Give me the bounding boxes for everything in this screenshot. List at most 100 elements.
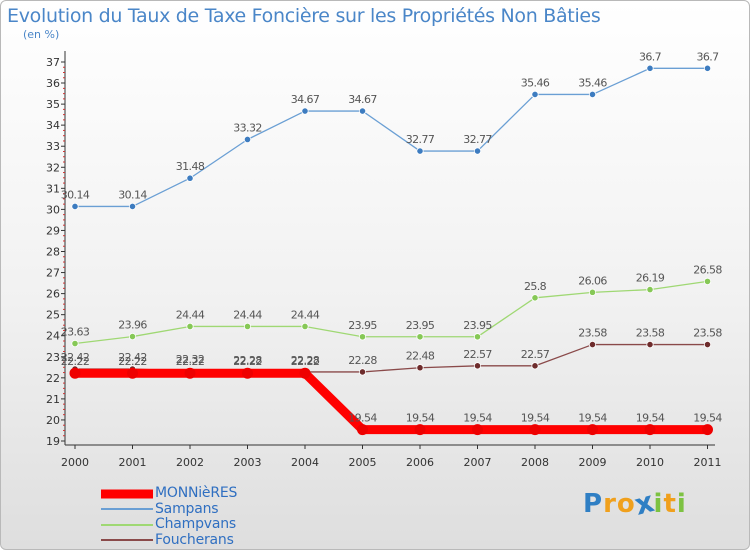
x-tick-label: 2008 (521, 456, 549, 469)
data-point-champvans (186, 322, 194, 331)
data-point-monni-res (587, 424, 598, 436)
data-point-champvans (243, 322, 252, 331)
data-label-champvans: 23.95 (406, 319, 435, 332)
y-tick-label: 29 (46, 224, 60, 237)
data-label-monni-res: 22.22 (61, 355, 90, 368)
data-label-sampans: 30.14 (61, 188, 90, 201)
x-tick-label: 2005 (349, 456, 377, 469)
unit-label: (en %) (23, 28, 60, 41)
data-label-champvans: 26.58 (693, 263, 722, 276)
proxiti-logo: Proxiti (583, 486, 687, 523)
data-point-champvans (531, 294, 539, 302)
data-point-champvans (588, 288, 597, 296)
data-point-champvans (416, 333, 424, 341)
data-point-monni-res (472, 424, 483, 436)
data-label-champvans: 24.44 (291, 308, 320, 321)
y-tick-label: 22 (46, 372, 60, 385)
y-tick-label: 27 (46, 267, 60, 280)
data-point-monni-res (644, 424, 656, 436)
data-point-champvans (358, 333, 367, 341)
data-point-monni-res (69, 367, 81, 379)
series-line-sampans (74, 67, 709, 208)
data-label-monni-res: 19.54 (348, 412, 377, 425)
data-label-champvans: 23.95 (348, 319, 377, 332)
legend-swatch (101, 508, 153, 511)
x-tick-label: 2001 (119, 456, 147, 469)
data-label-champvans: 25.8 (524, 280, 547, 293)
data-point-foucherans (531, 362, 539, 370)
y-tick-label: 20 (46, 414, 60, 427)
data-point-champvans (646, 286, 654, 294)
logo-letter: o (616, 489, 636, 519)
data-label-champvans: 24.44 (176, 308, 205, 321)
data-label-foucherans: 22.42 (61, 351, 90, 364)
data-label-champvans: 26.06 (578, 274, 607, 287)
data-point-champvans (703, 277, 712, 285)
logo-letter: i (676, 489, 687, 519)
legend-label: Champvans (155, 516, 236, 532)
data-point-foucherans (473, 362, 482, 370)
legend-label: MONNièRES (155, 485, 238, 501)
data-label-sampans: 30.14 (118, 188, 147, 201)
chart-title: Evolution du Taux de Taxe Foncière sur l… (7, 5, 601, 27)
data-label-sampans: 33.32 (233, 121, 262, 134)
data-label-monni-res: 19.54 (406, 412, 435, 425)
y-tick-label: 30 (46, 203, 60, 216)
data-point-monni-res (414, 424, 426, 436)
data-point-foucherans (416, 364, 424, 372)
logo-letter: i (653, 489, 664, 519)
data-label-sampans: 36.7 (696, 50, 719, 63)
data-label-foucherans: 22.57 (521, 348, 550, 361)
data-label-monni-res: 22.22 (118, 355, 147, 368)
legend-swatch (101, 523, 153, 526)
y-tick-label: 19 (46, 435, 60, 448)
data-label-sampans: 34.67 (348, 93, 377, 106)
data-point-sampans (186, 174, 194, 182)
data-label-sampans: 32.77 (406, 133, 435, 146)
data-point-sampans (416, 147, 424, 155)
data-point-monni-res (529, 424, 541, 436)
x-tick-label: 2006 (406, 456, 434, 469)
y-tick-label: 35 (46, 98, 60, 111)
data-point-sampans (473, 147, 482, 155)
y-tick-label: 32 (46, 161, 60, 174)
logo-letter: r (603, 489, 617, 519)
legend-label: Sampans (155, 500, 219, 517)
logo-letter: t (663, 489, 677, 519)
y-tick-label: 25 (46, 309, 60, 322)
data-point-sampans (646, 64, 654, 72)
x-tick-label: 2007 (464, 456, 492, 469)
data-label-monni-res: 19.54 (693, 412, 722, 425)
data-label-sampans: 35.46 (578, 76, 607, 89)
data-point-foucherans (358, 368, 367, 376)
data-label-sampans: 36.7 (639, 50, 662, 63)
data-label-monni-res: 19.54 (578, 412, 607, 425)
x-tick-label: 2010 (636, 456, 664, 469)
y-tick-label: 36 (46, 77, 60, 90)
data-label-foucherans: 23.58 (636, 327, 665, 340)
data-label-monni-res: 22.22 (233, 355, 262, 368)
data-point-foucherans (588, 340, 597, 349)
data-label-monni-res: 19.54 (463, 412, 492, 425)
data-label-foucherans: 22.48 (406, 350, 435, 363)
data-label-champvans: 26.19 (636, 272, 665, 285)
logo-letter: P (583, 489, 604, 519)
data-label-monni-res: 22.22 (291, 355, 320, 368)
data-label-foucherans: 22.28 (348, 354, 377, 367)
x-tick-label: 2002 (176, 456, 204, 469)
legend-swatch (101, 489, 153, 499)
data-label-champvans: 23.96 (118, 319, 147, 332)
y-tick-label: 21 (46, 393, 60, 406)
data-point-sampans (243, 135, 252, 144)
data-point-champvans (128, 332, 137, 341)
data-label-foucherans: 23.58 (693, 327, 722, 340)
data-point-monni-res (702, 424, 713, 436)
y-tick-label: 26 (46, 288, 60, 301)
data-point-monni-res (357, 424, 368, 436)
legend-label: Foucherans (155, 531, 234, 548)
data-point-sampans (71, 202, 79, 211)
x-tick-label: 2004 (291, 456, 319, 469)
data-point-monni-res (242, 367, 253, 379)
data-label-sampans: 32.77 (463, 133, 492, 146)
